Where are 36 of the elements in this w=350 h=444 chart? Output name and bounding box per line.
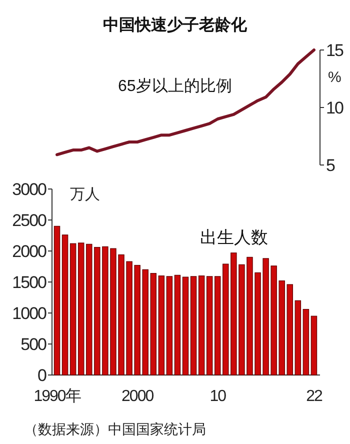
bar — [206, 276, 213, 376]
y-axis-title: 万人 — [70, 186, 100, 203]
y-tick-label: 1000 — [12, 304, 47, 323]
bar — [54, 226, 60, 376]
bar — [70, 243, 76, 376]
bar — [174, 274, 181, 376]
y-tick-label: 15 — [326, 41, 344, 60]
bar — [166, 276, 173, 376]
bar — [62, 234, 68, 376]
series-label: 65岁以上的比例 — [118, 77, 232, 95]
x-tick-label: 2000 — [122, 388, 154, 405]
line-series — [56, 48, 316, 156]
x-tick-label: 1990年 — [34, 388, 82, 405]
y-tick-label: 0 — [38, 366, 47, 385]
bar — [302, 308, 310, 376]
x-tick-label: 10 — [210, 388, 227, 405]
bar — [190, 276, 197, 376]
y-tick-label: 5 — [326, 156, 335, 175]
bar — [78, 242, 84, 376]
bar — [286, 284, 294, 376]
y-tick-label: 500 — [20, 335, 47, 354]
y-tick-label: 2500 — [12, 211, 47, 230]
y-axis-title: % — [328, 69, 342, 86]
series-label: 出生人数 — [200, 228, 268, 247]
y-tick-label: 1500 — [12, 273, 47, 292]
chart-title: 中国快速少子老龄化 — [103, 16, 248, 34]
y-tick-label: 10 — [326, 98, 344, 118]
y-tick-label: 3000 — [12, 180, 47, 199]
bar — [158, 276, 165, 376]
bar — [182, 276, 189, 376]
text: （数据来源）中国国家统计局 — [24, 421, 206, 437]
bar — [198, 276, 205, 376]
x-tick-label: 22 — [306, 388, 323, 405]
bar — [310, 316, 318, 376]
bar — [294, 300, 302, 376]
y-tick-label: 2000 — [12, 242, 47, 261]
